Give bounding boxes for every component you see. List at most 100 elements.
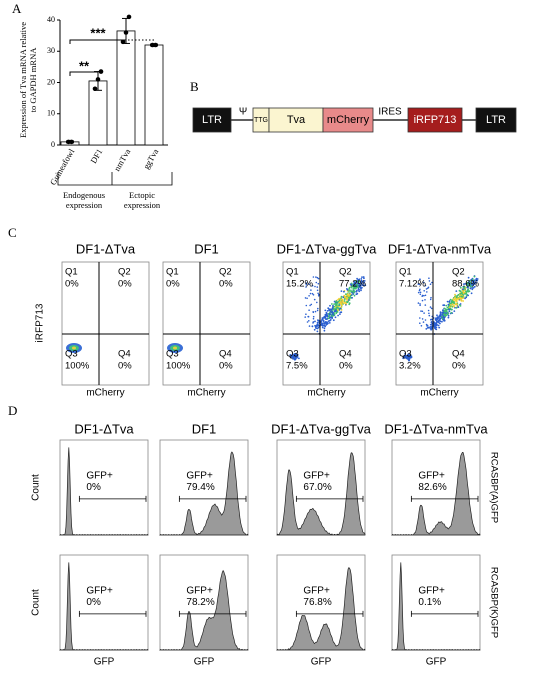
density-dot <box>428 280 431 282</box>
density-dot <box>460 295 463 298</box>
gate-percent: 76.8% <box>303 597 331 608</box>
density-dot <box>465 292 468 294</box>
density-dot <box>443 314 446 317</box>
density-dot <box>471 280 474 282</box>
gate-label: GFP+ <box>86 586 113 597</box>
density-dot <box>455 296 458 299</box>
density-cloud <box>66 343 82 353</box>
plot-title: DF1-ΔTva-nmTva <box>388 241 492 256</box>
density-dot <box>328 309 331 312</box>
density-dot <box>296 354 299 356</box>
density-dot <box>307 315 310 318</box>
plot-title: DF1 <box>194 241 219 256</box>
quadrant-name: Q1 <box>399 267 412 278</box>
density-dot <box>419 293 422 296</box>
density-dot <box>423 294 425 297</box>
density-dot <box>360 278 363 280</box>
density-dot <box>455 306 458 309</box>
density-dot <box>337 309 340 311</box>
density-dot <box>340 290 343 292</box>
density-dot <box>472 278 474 281</box>
density-dot <box>305 286 307 288</box>
density-dot <box>360 289 362 292</box>
quadrant-percent: 7.12% <box>399 279 426 290</box>
density-dot <box>459 290 462 293</box>
density-cloud <box>167 343 183 353</box>
density-dot <box>421 310 424 313</box>
density-dot <box>419 303 421 305</box>
density-dot <box>355 284 358 286</box>
density-dot <box>435 328 438 331</box>
density-dot <box>445 312 447 314</box>
density-dot <box>317 307 319 310</box>
significance-bracket <box>69 39 127 44</box>
density-dot <box>421 299 424 302</box>
density-dot <box>423 290 426 292</box>
density-dot <box>337 314 339 317</box>
density-dot <box>454 303 457 306</box>
density-dot <box>316 309 319 312</box>
density-dot <box>457 306 460 308</box>
density-dot <box>305 282 308 284</box>
density-dot <box>331 306 334 308</box>
density-dot <box>442 309 444 312</box>
density-dot <box>426 291 428 293</box>
density-dot <box>441 320 443 323</box>
histogram <box>159 569 249 651</box>
density-dot <box>308 295 310 297</box>
density-dot <box>420 325 423 327</box>
density-dot <box>417 291 420 294</box>
density-dot <box>436 314 438 317</box>
density-dot <box>447 314 450 317</box>
density-dot <box>316 323 319 326</box>
density-dot <box>446 308 448 311</box>
density-dot <box>404 356 406 358</box>
quadrant-percent: 0% <box>65 279 79 290</box>
density-dot <box>441 311 444 314</box>
histogram <box>59 447 149 536</box>
quadrant-name: Q3 <box>65 349 78 360</box>
density-dot <box>305 304 308 307</box>
density-dot <box>443 318 445 321</box>
density-dot <box>446 306 449 309</box>
density-dot <box>311 325 314 328</box>
x-axis-label: GFP <box>194 657 215 668</box>
density-dot <box>334 302 337 305</box>
density-dot <box>424 304 427 306</box>
x-axis-label: mCherry <box>420 388 458 399</box>
density-dot <box>447 316 450 319</box>
density-dot <box>312 276 315 278</box>
density-dot <box>348 291 350 293</box>
density-dot <box>331 303 333 305</box>
density-dot <box>435 317 438 320</box>
density-dot <box>408 354 411 357</box>
density-dot <box>467 294 469 297</box>
density-dot <box>462 300 464 302</box>
gate-label: GFP+ <box>186 586 213 597</box>
density-dot <box>363 281 365 284</box>
density-dot <box>467 290 469 292</box>
panel-label: B <box>190 79 199 94</box>
density-dot <box>311 292 314 295</box>
group-label: Ectopic expression <box>123 190 161 210</box>
density-dot <box>405 354 407 357</box>
density-dot <box>316 321 319 324</box>
gate-percent: 78.2% <box>186 597 214 608</box>
panel-label: C <box>8 225 17 240</box>
construct-label: Ψ <box>239 107 247 118</box>
density-dot <box>363 277 365 280</box>
density-dot <box>345 296 347 299</box>
density-dot <box>427 287 429 290</box>
density-dot <box>317 320 320 322</box>
x-axis-label: mCherry <box>86 388 124 399</box>
density-dot <box>468 290 471 293</box>
density-dot <box>339 313 341 315</box>
density-dot <box>334 316 337 319</box>
density-dot <box>350 290 352 293</box>
density-dot <box>458 304 461 306</box>
density-dot <box>463 286 466 288</box>
gate-line <box>295 610 364 617</box>
density-dot <box>348 286 351 289</box>
panel-label: D <box>8 403 17 418</box>
